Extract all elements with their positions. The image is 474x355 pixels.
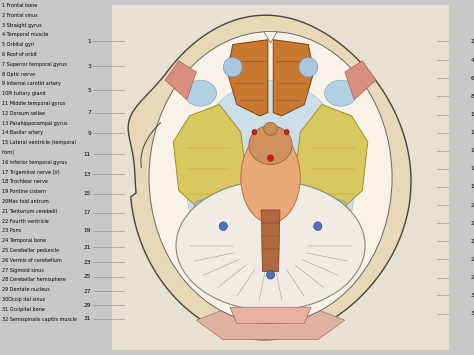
Text: 23: 23 — [83, 260, 91, 264]
Text: 21: 21 — [83, 245, 91, 250]
Text: 25 Cerebellar peduncle: 25 Cerebellar peduncle — [2, 248, 59, 253]
Circle shape — [252, 130, 257, 135]
Text: 17: 17 — [83, 210, 91, 215]
Text: 20Mas toid antrum: 20Mas toid antrum — [2, 199, 49, 204]
Ellipse shape — [264, 122, 277, 135]
Text: 16: 16 — [470, 166, 474, 171]
Text: 30Occip ital sinus: 30Occip ital sinus — [2, 297, 45, 302]
Text: 1: 1 — [87, 39, 91, 44]
Circle shape — [314, 222, 322, 230]
Text: 28: 28 — [470, 275, 474, 280]
Text: 22 Fourth ventricle: 22 Fourth ventricle — [2, 219, 49, 224]
Text: 5: 5 — [87, 88, 91, 93]
Polygon shape — [165, 61, 196, 100]
Text: horn): horn) — [2, 150, 15, 155]
Polygon shape — [261, 210, 280, 272]
Ellipse shape — [187, 80, 354, 291]
Text: 10: 10 — [470, 112, 474, 117]
Text: 21 Tentorium cerebelli: 21 Tentorium cerebelli — [2, 209, 57, 214]
Text: 26 Vermis of cerebellum: 26 Vermis of cerebellum — [2, 258, 62, 263]
Text: 14 Basilar artery: 14 Basilar artery — [2, 130, 43, 135]
Ellipse shape — [325, 80, 357, 106]
Text: 1 Frontal bone: 1 Frontal bone — [2, 3, 37, 8]
Ellipse shape — [299, 58, 318, 77]
Text: 27 Sigmoid sinus: 27 Sigmoid sinus — [2, 268, 44, 273]
Text: 32 Semispinalis capitis muscle: 32 Semispinalis capitis muscle — [2, 317, 77, 322]
Text: 16 Inferior temporal gyrus: 16 Inferior temporal gyrus — [2, 160, 67, 165]
Text: 9: 9 — [87, 131, 91, 136]
Text: 27: 27 — [83, 289, 91, 294]
Ellipse shape — [184, 80, 217, 106]
Text: 7 Superior temporal gyrus: 7 Superior temporal gyrus — [2, 62, 67, 67]
Text: 3: 3 — [87, 64, 91, 69]
Polygon shape — [173, 104, 246, 210]
Text: 8: 8 — [470, 94, 474, 99]
Polygon shape — [345, 61, 376, 100]
Text: 22: 22 — [470, 220, 474, 225]
Text: 18: 18 — [470, 184, 474, 189]
Text: 31: 31 — [83, 316, 91, 321]
Polygon shape — [264, 32, 277, 43]
Text: 26: 26 — [470, 257, 474, 262]
Text: 32: 32 — [470, 311, 474, 316]
Text: 15: 15 — [83, 191, 91, 196]
Polygon shape — [273, 40, 314, 116]
Text: 25: 25 — [83, 274, 91, 279]
Ellipse shape — [149, 32, 392, 323]
Text: 4 Temporal muscle: 4 Temporal muscle — [2, 32, 48, 37]
FancyBboxPatch shape — [112, 5, 449, 350]
Polygon shape — [295, 104, 368, 210]
Text: 19 Pontine cistern: 19 Pontine cistern — [2, 189, 46, 194]
Text: 4: 4 — [470, 58, 474, 63]
Ellipse shape — [176, 181, 365, 311]
Ellipse shape — [249, 126, 292, 164]
Text: 17 Trigeminal nerve (V): 17 Trigeminal nerve (V) — [2, 170, 60, 175]
Text: 23 Pons: 23 Pons — [2, 228, 21, 233]
Text: 8 Optic nerve: 8 Optic nerve — [2, 72, 35, 77]
Circle shape — [267, 155, 273, 161]
Ellipse shape — [241, 132, 300, 223]
Text: 18 Trochlear nerve: 18 Trochlear nerve — [2, 179, 48, 184]
Text: 24: 24 — [470, 239, 474, 244]
Text: 9 Internal carotid artery: 9 Internal carotid artery — [2, 81, 61, 86]
Circle shape — [219, 222, 228, 230]
Text: 6 Roof of orbit: 6 Roof of orbit — [2, 52, 37, 57]
Polygon shape — [128, 15, 411, 340]
Ellipse shape — [223, 58, 242, 77]
Polygon shape — [228, 40, 268, 116]
Text: 20: 20 — [470, 203, 474, 208]
Text: 6: 6 — [470, 76, 474, 81]
Text: 15 Lateral ventricle (temporal: 15 Lateral ventricle (temporal — [2, 140, 76, 145]
Text: 13 Parahippocampal gyrus: 13 Parahippocampal gyrus — [2, 121, 67, 126]
Polygon shape — [196, 307, 345, 340]
Text: 29 Dentate nucleus: 29 Dentate nucleus — [2, 287, 50, 292]
Circle shape — [284, 130, 289, 135]
Text: 29: 29 — [83, 303, 91, 308]
Circle shape — [266, 271, 274, 279]
Text: 24 Temporal bone: 24 Temporal bone — [2, 238, 46, 243]
Text: 19: 19 — [83, 229, 91, 234]
Polygon shape — [230, 307, 311, 323]
Text: 10Pi tuitary gland: 10Pi tuitary gland — [2, 91, 46, 96]
Text: 14: 14 — [470, 148, 474, 153]
Text: 2: 2 — [470, 39, 474, 44]
Text: 28 Cerebellar hemisphere: 28 Cerebellar hemisphere — [2, 277, 65, 282]
Text: 31 Occipital bone: 31 Occipital bone — [2, 307, 45, 312]
Text: 11 Middle temporal gyrus: 11 Middle temporal gyrus — [2, 101, 65, 106]
Text: 30: 30 — [470, 293, 474, 298]
Text: 5 Orbital gyri: 5 Orbital gyri — [2, 42, 34, 47]
Text: 2 Frontal sinus: 2 Frontal sinus — [2, 13, 37, 18]
Text: 12 Dorsum sellae: 12 Dorsum sellae — [2, 111, 45, 116]
Text: 12: 12 — [470, 130, 474, 135]
Text: 7: 7 — [87, 110, 91, 115]
Text: 11: 11 — [84, 152, 91, 157]
Text: 13: 13 — [83, 171, 91, 176]
Text: 3 Straight gyrus: 3 Straight gyrus — [2, 23, 42, 28]
